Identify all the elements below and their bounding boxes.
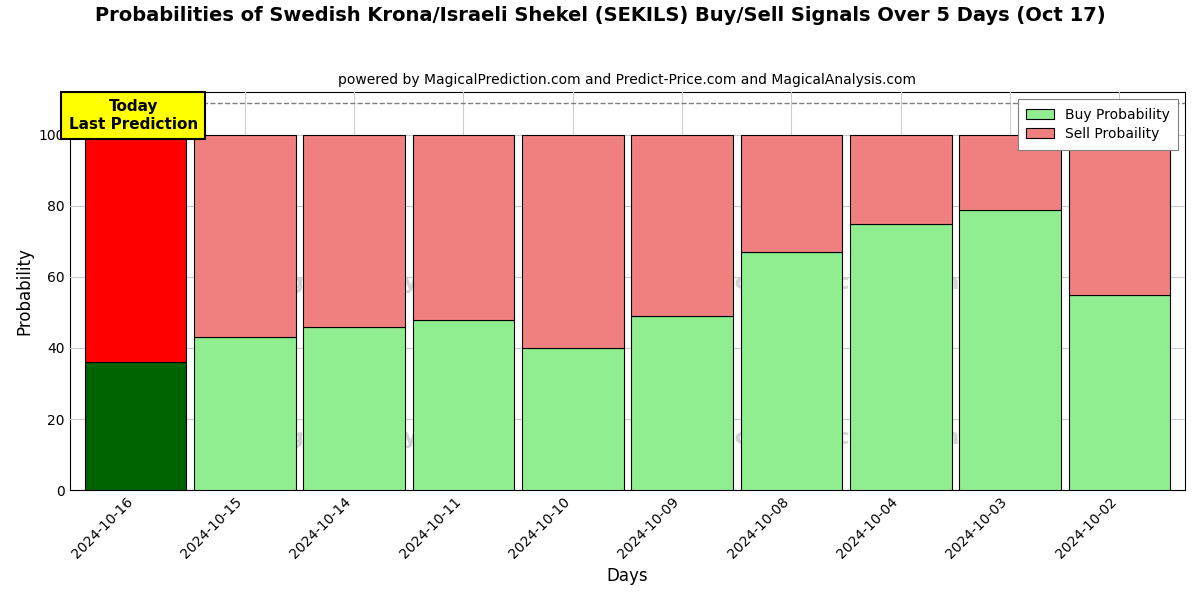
- Text: MagicalPrediction.com: MagicalPrediction.com: [674, 428, 960, 448]
- Bar: [84, 362, 186, 490]
- Bar: [740, 135, 842, 252]
- Bar: [522, 135, 624, 348]
- Text: MagicalAnalysis.com: MagicalAnalysis.com: [252, 273, 512, 293]
- Text: Today
Last Prediction: Today Last Prediction: [68, 99, 198, 131]
- Bar: [850, 224, 952, 490]
- Bar: [522, 348, 624, 490]
- Text: MagicalAnalysis.com: MagicalAnalysis.com: [252, 428, 512, 448]
- Bar: [194, 337, 295, 490]
- Text: Probabilities of Swedish Krona/Israeli Shekel (SEKILS) Buy/Sell Signals Over 5 D: Probabilities of Swedish Krona/Israeli S…: [95, 6, 1105, 25]
- Bar: [959, 209, 1061, 490]
- Bar: [959, 135, 1061, 209]
- Bar: [850, 135, 952, 224]
- Bar: [740, 252, 842, 490]
- Bar: [84, 135, 186, 362]
- Text: MagicalPrediction.com: MagicalPrediction.com: [674, 273, 960, 293]
- Bar: [304, 135, 404, 326]
- Y-axis label: Probability: Probability: [14, 247, 34, 335]
- Bar: [304, 326, 404, 490]
- Legend: Buy Probability, Sell Probaility: Buy Probability, Sell Probaility: [1018, 99, 1178, 149]
- Bar: [631, 135, 733, 316]
- Bar: [413, 320, 515, 490]
- Bar: [194, 135, 295, 337]
- Title: powered by MagicalPrediction.com and Predict-Price.com and MagicalAnalysis.com: powered by MagicalPrediction.com and Pre…: [338, 73, 917, 87]
- Bar: [1068, 135, 1170, 295]
- Bar: [413, 135, 515, 320]
- Bar: [1068, 295, 1170, 490]
- X-axis label: Days: Days: [606, 567, 648, 585]
- Bar: [631, 316, 733, 490]
